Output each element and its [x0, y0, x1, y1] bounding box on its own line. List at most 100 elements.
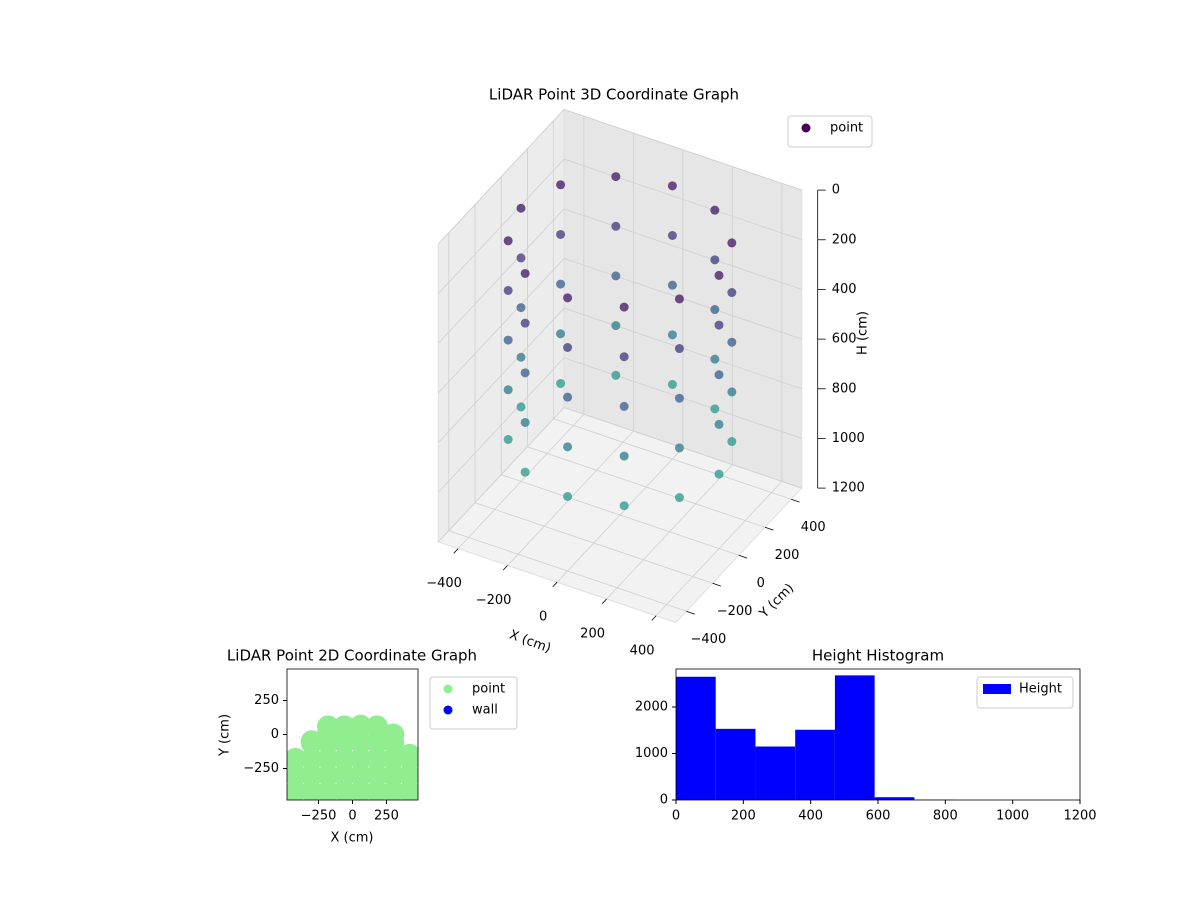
point [675, 493, 684, 502]
y-tick-label: 0 [757, 576, 765, 591]
point [504, 435, 513, 444]
tick-mark [765, 527, 773, 530]
y-tick-label: −200 [717, 604, 753, 619]
point [620, 501, 629, 510]
x-tick-label: 0 [672, 809, 680, 824]
point [668, 181, 677, 190]
z-tick-label: 0 [832, 183, 840, 198]
point [727, 238, 736, 247]
point [517, 253, 526, 262]
point [556, 379, 565, 388]
z-axis-label: H (cm) [856, 311, 871, 355]
y-tick-label: −250 [243, 761, 279, 776]
point [675, 394, 684, 403]
z-tick-label: 1000 [832, 431, 865, 446]
point [504, 336, 513, 345]
tick-mark [686, 611, 694, 614]
point [715, 271, 724, 280]
legend-label: point [830, 121, 863, 136]
x-tick-label: −400 [426, 576, 462, 591]
point [611, 172, 620, 181]
x-tick-label: 0 [348, 809, 356, 824]
tick-mark [503, 565, 507, 570]
tick-mark [652, 616, 656, 621]
tick-mark [739, 555, 747, 558]
point [727, 437, 736, 446]
y-tick-label: 400 [801, 520, 826, 535]
z-tick-label: 400 [832, 282, 857, 297]
point [284, 748, 306, 770]
y-axis-label: Y (cm) [218, 714, 233, 757]
y-tick-label: 0 [271, 727, 279, 742]
legend-marker [444, 685, 453, 694]
point [620, 303, 629, 312]
point [710, 255, 719, 264]
legend-label: wall [472, 703, 498, 718]
chart-title: Height Histogram [812, 647, 944, 665]
legend-swatch [983, 684, 1011, 694]
point [668, 281, 677, 290]
y-tick-label: 250 [254, 693, 279, 708]
x-tick-label: 1000 [996, 809, 1029, 824]
point [727, 387, 736, 396]
point [563, 492, 572, 501]
bar [835, 675, 875, 800]
point [727, 338, 736, 347]
point [521, 468, 530, 477]
point [556, 180, 565, 189]
point [517, 204, 526, 213]
point [563, 343, 572, 352]
x-tick-label: 1200 [1063, 809, 1096, 824]
x-tick-label: 250 [374, 809, 399, 824]
x-tick-label: 600 [866, 809, 891, 824]
point [675, 294, 684, 303]
y-tick-label: −400 [691, 632, 727, 647]
point [668, 330, 677, 339]
point [611, 371, 620, 380]
point [715, 420, 724, 429]
point [710, 305, 719, 314]
point [517, 303, 526, 312]
point [399, 744, 421, 766]
point [382, 724, 404, 746]
point [710, 404, 719, 413]
x-tick-label: −200 [476, 593, 512, 608]
bar [755, 747, 795, 800]
x-axis-label: X (cm) [507, 628, 553, 657]
point [620, 402, 629, 411]
point [668, 231, 677, 240]
z-tick-label: 1200 [832, 481, 865, 496]
x-tick-label: 0 [539, 610, 547, 625]
bar [676, 677, 716, 800]
x-tick-label: −250 [301, 809, 337, 824]
tick-mark [602, 599, 606, 604]
point [521, 418, 530, 427]
point [521, 269, 530, 278]
legend-label: Height [1019, 682, 1062, 697]
legend-marker [444, 706, 453, 715]
point [668, 380, 677, 389]
point [611, 222, 620, 231]
x-tick-label: 800 [933, 809, 958, 824]
point [611, 321, 620, 330]
tick-mark [791, 499, 799, 502]
point [715, 321, 724, 330]
point [620, 352, 629, 361]
point [710, 206, 719, 215]
tick-mark [713, 583, 721, 586]
z-tick-label: 800 [832, 381, 857, 396]
point [556, 329, 565, 338]
point [675, 443, 684, 452]
point [521, 368, 530, 377]
point [710, 355, 719, 364]
point [563, 393, 572, 402]
y-tick-label: 200 [775, 548, 800, 563]
point [556, 230, 565, 239]
point [556, 280, 565, 289]
tick-mark [454, 549, 458, 554]
point [563, 293, 572, 302]
tick-mark [553, 582, 557, 587]
point [521, 319, 530, 328]
bar [795, 730, 835, 800]
